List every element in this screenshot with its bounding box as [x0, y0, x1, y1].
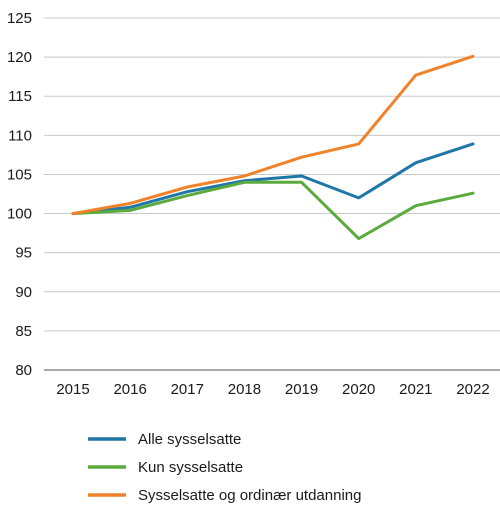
y-tick-label-80: 80 [15, 362, 32, 379]
y-axis-tick-labels: 80 85 90 95 100 105 110 115 120 125 [7, 10, 32, 379]
y-tick-label-125: 125 [7, 10, 32, 27]
series-lines [71, 54, 475, 241]
y-tick-label-120: 120 [7, 49, 32, 66]
x-tick-label-2017: 2017 [171, 381, 204, 398]
gridlines [44, 17, 500, 371]
y-tick-label-90: 90 [15, 284, 32, 301]
series-line-3 [71, 54, 475, 216]
legend-label-3: Sysselsatte og ordinær utdanning [138, 487, 361, 504]
x-tick-label-2016: 2016 [113, 381, 146, 398]
legend: Alle sysselsatte Kun sysselsatte Sysselsat… [88, 431, 361, 504]
x-tick-label-2015: 2015 [56, 381, 89, 398]
y-tick-label-85: 85 [15, 323, 32, 340]
y-tick-label-95: 95 [15, 245, 32, 262]
x-axis-tick-labels: 2015 2016 2017 2018 2019 2020 2021 2022 [56, 381, 489, 398]
x-tick-label-2019: 2019 [285, 381, 318, 398]
y-tick-label-115: 115 [8, 88, 32, 105]
legend-label-1: Alle sysselsatte [138, 431, 241, 448]
y-tick-label-110: 110 [8, 127, 32, 144]
x-tick-label-2018: 2018 [228, 381, 261, 398]
y-tick-label-105: 105 [7, 166, 32, 183]
x-tick-label-2021: 2021 [399, 381, 432, 398]
legend-label-2: Kun sysselsatte [138, 459, 243, 476]
series-line-2 [71, 180, 475, 241]
series-line-1 [71, 142, 475, 216]
x-tick-label-2022: 2022 [456, 381, 489, 398]
x-tick-label-2020: 2020 [342, 381, 375, 398]
y-tick-label-100: 100 [7, 206, 32, 223]
